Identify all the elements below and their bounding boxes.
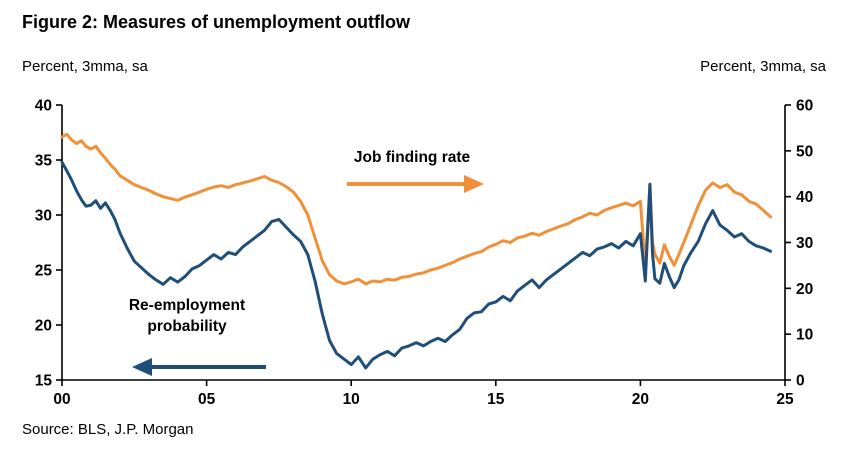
right-axis-tick-label: 0 xyxy=(796,373,805,390)
job-finding-rate-line xyxy=(60,132,772,286)
x-axis-tick-label: 10 xyxy=(343,391,360,408)
re-employment-probability-line xyxy=(60,160,772,370)
x-axis-tick-label: 00 xyxy=(53,391,70,408)
job-finding-rate-arrowhead xyxy=(464,175,484,193)
source-text: Source: BLS, J.P. Morgan xyxy=(22,421,194,438)
left-axis-tick-label: 20 xyxy=(35,318,52,335)
left-axis-tick-label: 40 xyxy=(35,98,52,115)
left-axis-tick-label: 35 xyxy=(35,153,53,170)
annotation-reemployment-probability: Re-employment probability xyxy=(128,297,246,335)
right-axis-tick-label: 10 xyxy=(796,327,813,344)
right-axis-tick-label: 50 xyxy=(796,143,813,160)
left-axis-tick-label: 25 xyxy=(35,263,53,280)
right-axis-tick-label: 60 xyxy=(796,98,813,115)
x-axis-tick-label: 05 xyxy=(198,391,216,408)
x-axis-tick-label: 25 xyxy=(776,391,794,408)
left-axis-tick-label: 15 xyxy=(35,373,53,390)
right-axis-tick-label: 30 xyxy=(796,235,813,252)
annotation-job-finding-rate: Job finding rate xyxy=(353,149,471,166)
chart-title: Figure 2: Measures of unemployment outfl… xyxy=(22,12,411,32)
reemployment-probability-arrowhead xyxy=(132,358,152,376)
right-axis-tick-label: 40 xyxy=(796,189,813,206)
left-axis-units-label: Percent, 3mma, sa xyxy=(22,58,148,75)
right-axis-tick-label: 20 xyxy=(796,281,813,298)
x-axis-tick-label: 20 xyxy=(632,391,649,408)
right-axis-units-label: Percent, 3mma, sa xyxy=(700,58,826,75)
x-axis-tick-label: 15 xyxy=(487,391,505,408)
left-axis-tick-label: 30 xyxy=(35,208,52,225)
